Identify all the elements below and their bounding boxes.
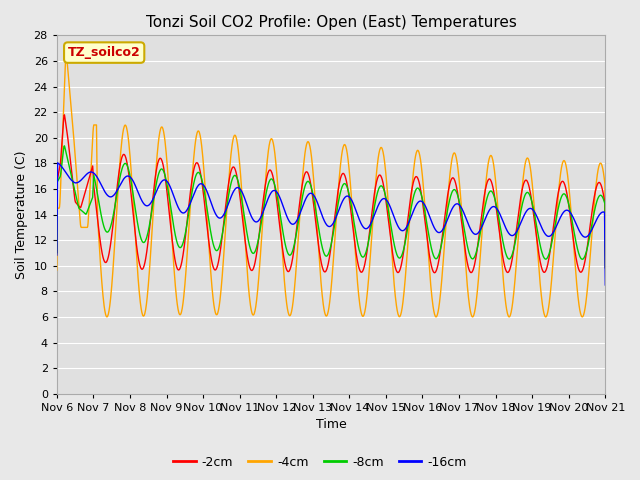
X-axis label: Time: Time [316, 419, 346, 432]
Y-axis label: Soil Temperature (C): Soil Temperature (C) [15, 150, 28, 279]
Legend: -2cm, -4cm, -8cm, -16cm: -2cm, -4cm, -8cm, -16cm [168, 451, 472, 474]
Text: TZ_soilco2: TZ_soilco2 [68, 46, 141, 59]
Title: Tonzi Soil CO2 Profile: Open (East) Temperatures: Tonzi Soil CO2 Profile: Open (East) Temp… [146, 15, 516, 30]
